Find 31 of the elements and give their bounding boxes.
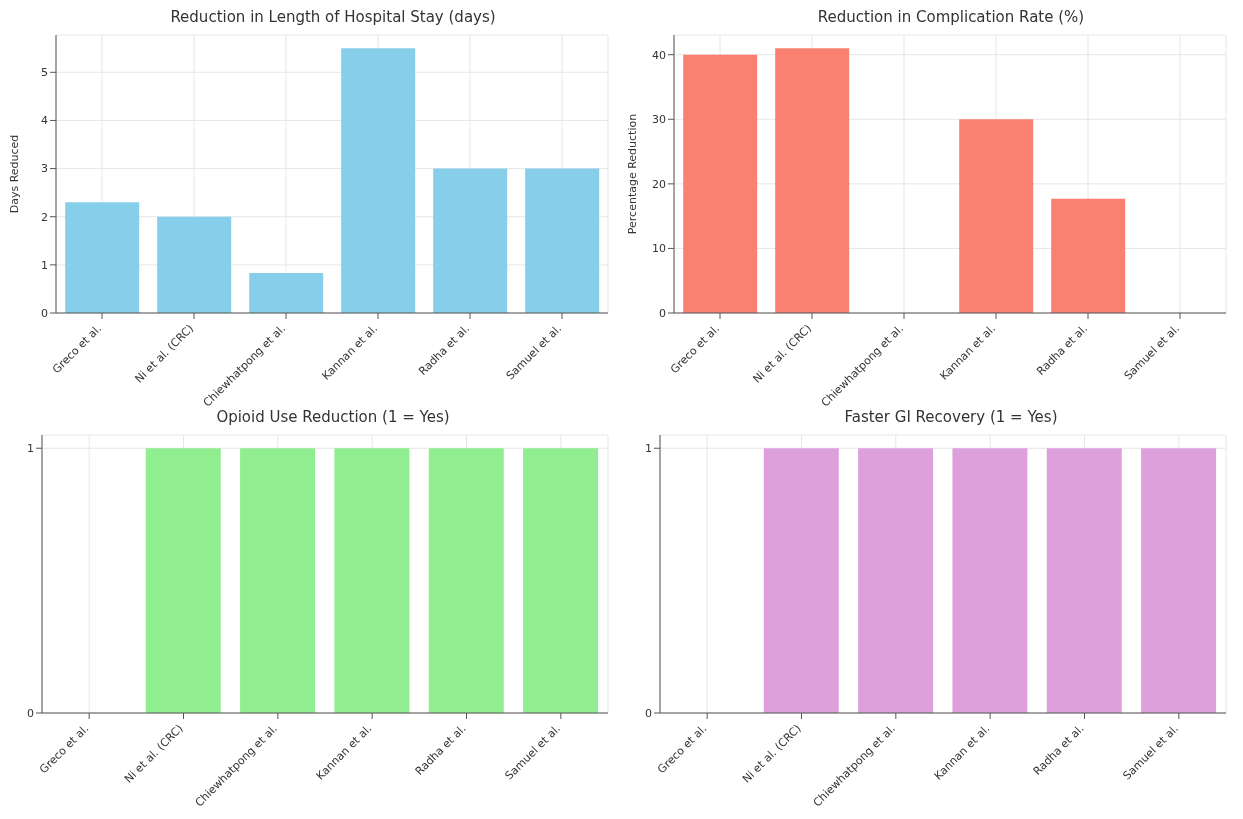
bar (157, 216, 232, 313)
y-tick-label: 1 (645, 442, 652, 456)
y-tick-label: 0 (645, 706, 652, 720)
y-tick-label: 40 (652, 48, 666, 62)
y-tick-label: 1 (27, 442, 34, 456)
y-tick-label: 3 (41, 162, 48, 176)
y-tick-label: 0 (41, 306, 48, 320)
bar (341, 48, 416, 313)
bar (683, 54, 758, 313)
y-tick-label: 5 (41, 66, 48, 80)
chart-title: Opioid Use Reduction (1 = Yes) (215, 408, 451, 428)
y-tick-label: 30 (652, 113, 666, 127)
bar (1051, 198, 1126, 313)
chart-title: Reduction in Length of Hospital Stay (days) (169, 8, 497, 28)
y-tick-label: 1 (41, 258, 48, 272)
y-axis-title: Percentage Reduction (625, 113, 639, 235)
y-tick-label: 0 (659, 306, 666, 320)
y-tick-label: 2 (41, 210, 48, 224)
y-tick-label: 4 (41, 114, 48, 128)
bar (525, 168, 600, 313)
bar (959, 119, 1034, 313)
chart-title: Reduction in Complication Rate (%) (816, 8, 1086, 28)
bar (775, 48, 850, 313)
y-tick-label: 10 (652, 242, 666, 256)
y-tick-label: 0 (27, 706, 34, 720)
bar (249, 273, 324, 313)
bar (433, 168, 508, 313)
bar (65, 202, 140, 313)
y-tick-label: 20 (652, 177, 666, 191)
chart-title: Faster GI Recovery (1 = Yes) (843, 408, 1059, 428)
y-axis-title: Days Reduced (7, 134, 21, 214)
